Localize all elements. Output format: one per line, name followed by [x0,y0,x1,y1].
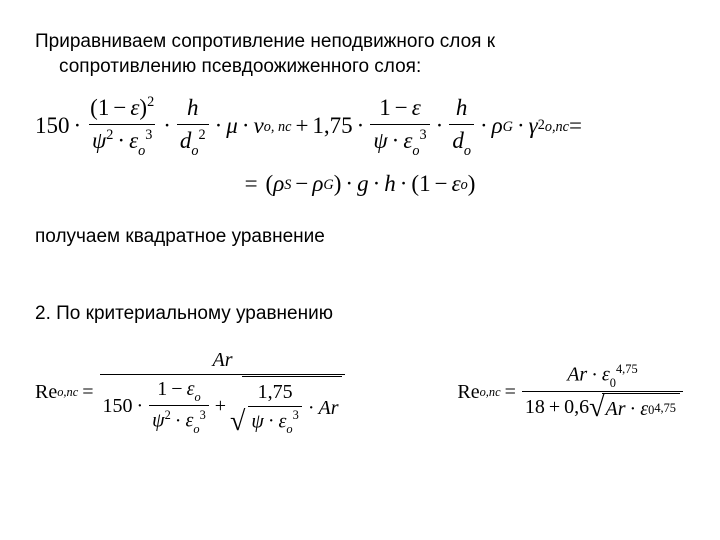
frac-eps2: 1−ε ψ·εо3 [370,93,429,159]
dot: · [74,111,82,141]
equals: = [569,111,582,141]
coef-150: 150 [35,111,70,141]
para1-line1: Приравниваем сопротивление неподвижного … [35,31,495,52]
dot: · [242,111,250,141]
coef-175: 1,75 [312,111,352,141]
sqrt-left: √ 1,75 ψ·εо3 · Ar [230,376,342,437]
plus: + [295,111,308,141]
para1-line2: сопротивлению псевдоожиженного слоя: [35,56,421,77]
equation-2-right: Reо,пс = Ar·ε04,75 18 + 0,6 √ Ar·ε04,75 [457,347,685,437]
frac-left: Ar 150 · 1−εо ψ2·εо3 + √ 1,75 ψ·εо3 [100,347,346,437]
equals: = [245,169,258,199]
Re: Re [457,379,479,405]
equation-1-line1: 150 · (1−ε)2 ψ2·εо3 · h dо2 · μ · νо, пс… [35,93,685,159]
mu: μ [226,111,238,141]
equation-pair: Reо,пс = Ar 150 · 1−εо ψ2·εо3 + √ 1,75 ψ… [35,341,685,447]
Re: Re [35,379,57,405]
paragraph-3: 2. По критериальному уравнению [35,302,685,327]
frac-eps1: (1−ε)2 ψ2·εо3 [87,93,157,159]
frac-hd1: h dо2 [177,93,209,159]
paragraph-2: получаем квадратное уравнение [35,225,685,250]
paragraph-1: Приравниваем сопротивление неподвижного … [35,30,685,79]
dot: · [517,111,525,141]
gamma: γ [529,111,538,141]
dot: · [436,111,444,141]
v: ν [254,111,264,141]
dot: · [163,111,171,141]
dot: · [215,111,223,141]
v-sub: о, пс [264,118,292,137]
frac-hd2: h dо [449,93,474,159]
dot: · [357,111,365,141]
sqrt-right: √ Ar·ε04,75 [589,393,680,422]
dot: · [480,111,488,141]
frac-right: Ar·ε04,75 18 + 0,6 √ Ar·ε04,75 [522,361,683,422]
rho: ρ [492,111,503,141]
equation-1-line2: = ( ρS − ρG ) · g · h · (1−εо) [35,169,685,199]
equation-2-left: Reо,пс = Ar 150 · 1−εо ψ2·εо3 + √ 1,75 ψ… [35,347,347,437]
